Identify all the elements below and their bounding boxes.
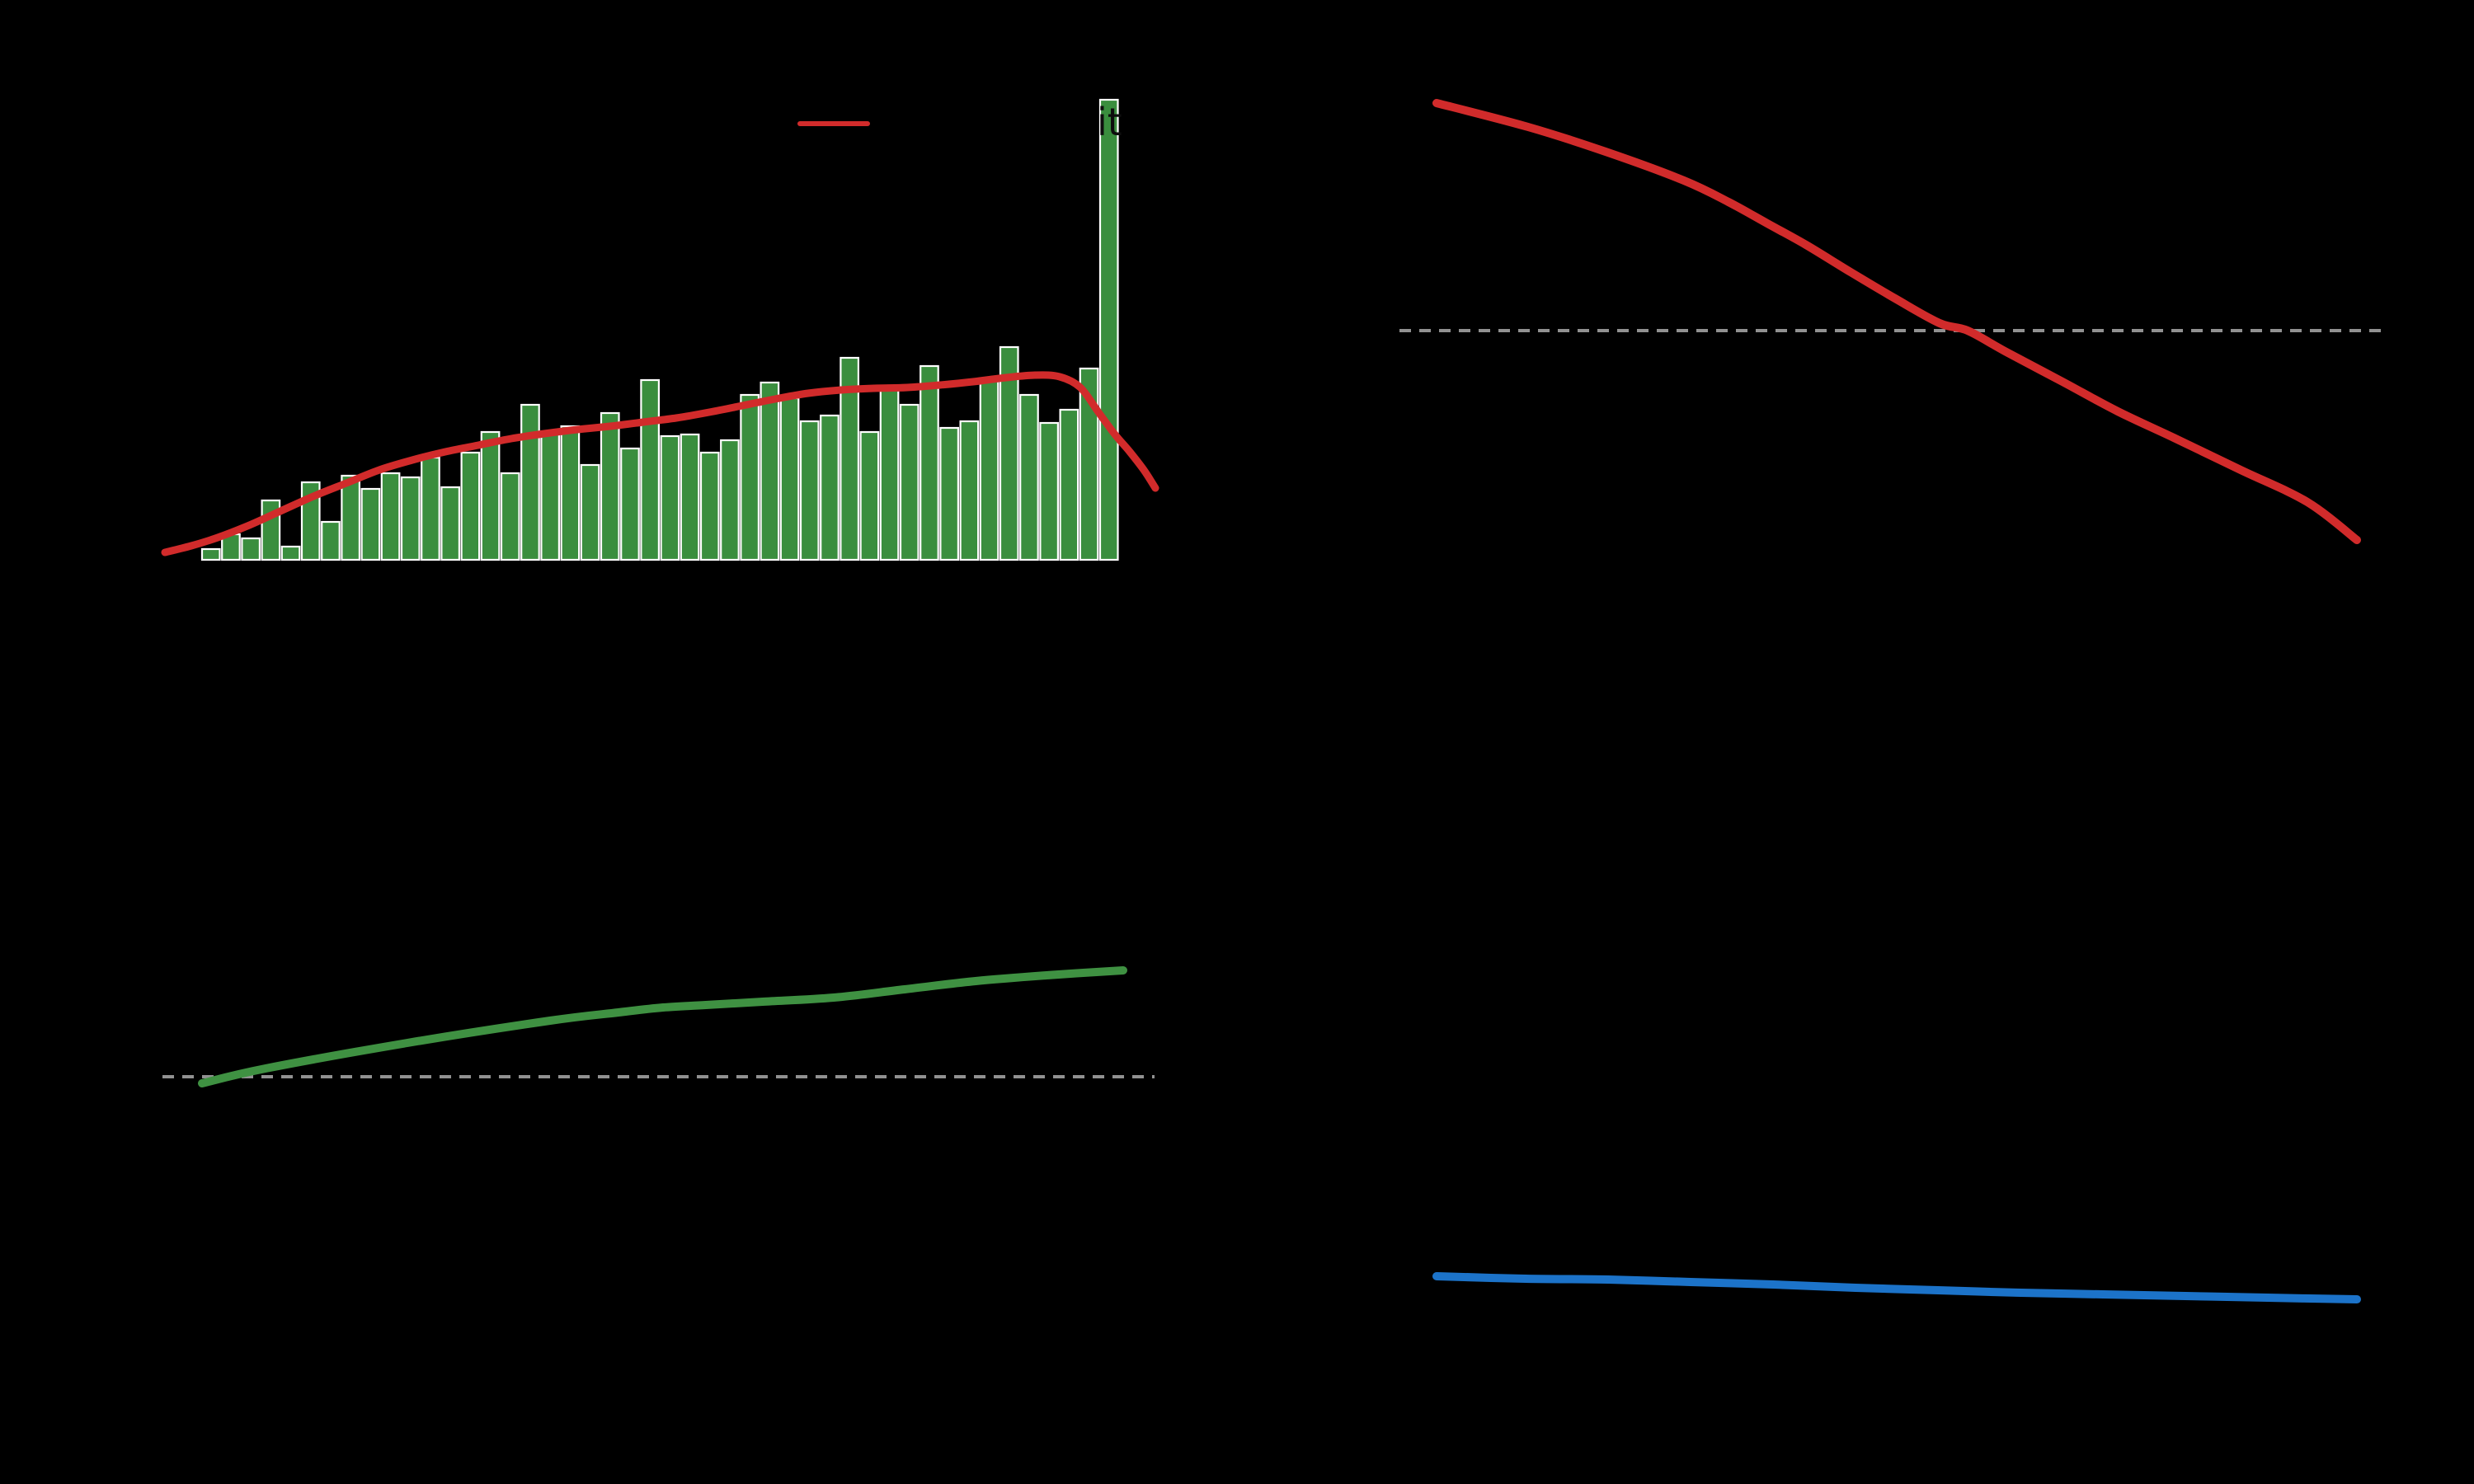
histogram-bar bbox=[1079, 367, 1099, 561]
histogram-bar bbox=[939, 426, 960, 561]
histogram-bar bbox=[859, 430, 880, 561]
histogram-bar bbox=[440, 486, 461, 561]
rising-green-curve-group bbox=[162, 966, 1155, 1087]
flat-blue-line-line bbox=[1432, 1272, 2361, 1303]
histogram-bar bbox=[480, 430, 501, 561]
histogram-bar bbox=[600, 411, 620, 561]
histogram-bar bbox=[620, 447, 640, 561]
histogram-bar bbox=[321, 520, 341, 561]
histogram-bar bbox=[740, 393, 760, 561]
histogram-bar bbox=[959, 420, 980, 561]
histogram-bar bbox=[979, 377, 999, 561]
histogram-bar bbox=[520, 403, 540, 561]
legend-label-fragment: it bbox=[1097, 100, 1122, 144]
histogram-bar bbox=[699, 451, 720, 561]
histogram-bar bbox=[380, 472, 401, 561]
histogram-bar bbox=[840, 356, 860, 561]
histogram-bar bbox=[899, 403, 920, 561]
flat-blue-line-group bbox=[1432, 1272, 2361, 1303]
histogram-bar bbox=[640, 378, 661, 561]
histogram-bar bbox=[1019, 393, 1039, 561]
histogram-bar bbox=[680, 433, 700, 561]
histogram-bar bbox=[500, 472, 520, 561]
histogram-bar bbox=[280, 545, 301, 561]
histogram-bar bbox=[460, 451, 481, 561]
histogram-bar bbox=[1098, 98, 1119, 561]
histogram-bar bbox=[1059, 408, 1079, 561]
histogram-bar bbox=[540, 433, 561, 561]
histogram-bar bbox=[560, 425, 581, 561]
fit-curve-line bbox=[161, 371, 1159, 556]
histogram-bar bbox=[241, 537, 261, 561]
histogram-bar bbox=[820, 414, 840, 561]
histogram-bar bbox=[799, 420, 820, 561]
histogram-bar bbox=[341, 474, 360, 561]
histogram-bar bbox=[779, 397, 800, 561]
histogram-bar bbox=[580, 463, 600, 561]
histogram-bar bbox=[760, 381, 780, 561]
histogram-with-fit-group bbox=[161, 98, 1159, 561]
histogram-bar bbox=[1039, 421, 1060, 561]
declining-red-curve-line bbox=[1432, 99, 2361, 544]
rising-green-curve-line bbox=[198, 966, 1127, 1087]
histogram-bar bbox=[720, 439, 740, 561]
histogram-bar bbox=[200, 547, 221, 561]
declining-red-curve-group bbox=[1399, 99, 2387, 544]
histogram-bar bbox=[660, 434, 680, 561]
histogram-bar bbox=[999, 345, 1019, 561]
histogram-bar bbox=[920, 364, 939, 561]
histogram-bar bbox=[879, 387, 900, 561]
charts-render-root bbox=[161, 98, 2387, 1303]
histogram-bar bbox=[360, 487, 381, 561]
histogram-bar bbox=[400, 476, 421, 561]
histogram-bar bbox=[421, 456, 440, 561]
